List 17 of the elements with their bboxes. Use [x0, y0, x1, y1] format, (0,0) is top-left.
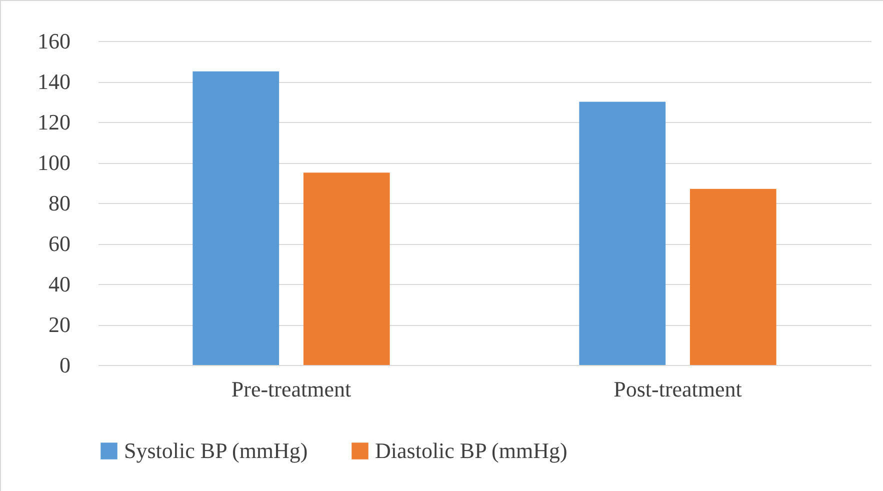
bar	[690, 188, 776, 365]
y-tick-label: 40	[48, 272, 70, 296]
y-tick-label: 0	[60, 352, 70, 378]
y-tick-label: 120	[38, 110, 70, 134]
y-tick-label: 60	[48, 231, 70, 256]
y-tick-label: 100	[38, 150, 70, 175]
legend-label: Systolic BP (mmHg)	[124, 438, 308, 463]
y-tick-label: 160	[38, 28, 70, 54]
y-tick-label: 140	[38, 69, 70, 94]
x-tick-label: Pre-treatment	[231, 376, 352, 402]
bar	[192, 71, 280, 365]
y-tick-label: 80	[48, 190, 70, 216]
x-tick-label: Post-treatment	[614, 376, 742, 402]
bar	[579, 102, 666, 365]
y-tick-label: 20	[48, 312, 70, 337]
legend-label: Diastolic BP (mmHg)	[375, 438, 568, 463]
bar	[303, 172, 390, 365]
